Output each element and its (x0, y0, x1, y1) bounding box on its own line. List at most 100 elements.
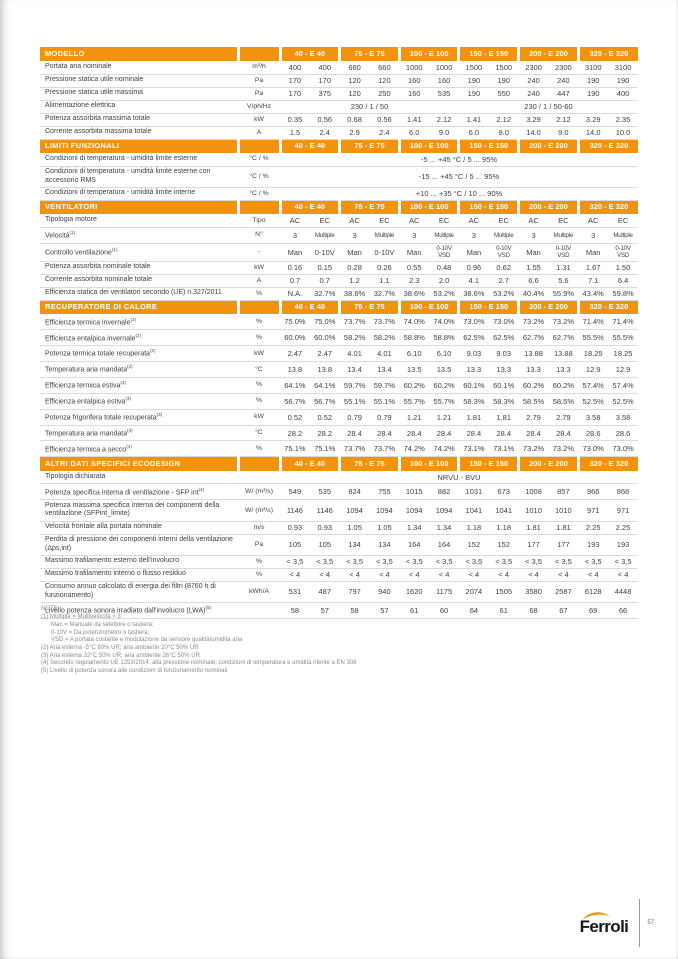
value-cell: 487 (309, 581, 340, 603)
value-cell: 240 (518, 74, 549, 88)
footnote-marker: (2) (130, 316, 136, 322)
note-line: (1) Multiple = Multivelocità > 3 (41, 614, 121, 621)
value-cell: 2.12 (488, 113, 519, 127)
table-row: Potenza specifica interna di ventilazion… (40, 483, 638, 501)
row-unit: W/ (m³/s) (238, 499, 280, 522)
value-cell: 2587 (548, 581, 579, 603)
row-unit: W/ (m³/s) (238, 483, 280, 501)
value-cell: 14.0 (578, 126, 609, 140)
value-cell: 0.35 (280, 113, 310, 127)
table-row: Perdita di pressione dei componenti inte… (40, 534, 638, 556)
value-cell: 9.0 (548, 126, 579, 140)
row-unit: °C / % (238, 187, 280, 201)
value-cell: 2.35 (608, 113, 638, 127)
value-cell: 6.4 (608, 274, 638, 288)
value-cell: 0.68 (339, 113, 370, 127)
model-column-header: 75 - E 75 (338, 47, 400, 61)
value-cell: 28.4 (429, 425, 459, 442)
value-cell: < 4 (488, 568, 519, 582)
value-cell: 1.34 (399, 521, 430, 535)
value-cell: 940 (369, 581, 400, 603)
value-cell: 58.3% (458, 393, 489, 410)
value-cell: 53.2% (429, 287, 459, 301)
value-cell: 9.03 (488, 345, 519, 362)
value-cell: 62.7% (518, 329, 549, 346)
value-cell: 6.0 (399, 126, 430, 140)
value-cell: 2.7 (488, 274, 519, 288)
value-cell: 28.4 (488, 425, 519, 442)
value-cell: 55.1% (339, 393, 370, 410)
value-cell: 73.7% (369, 314, 400, 331)
table-row: Efficienza termica a secco(4)% 75.1% 75.1%… (40, 440, 638, 458)
value-cell: 9.0 (488, 126, 519, 140)
value-cell: 73.7% (339, 440, 370, 458)
value-cell: Multiple (608, 227, 638, 244)
value-cell: 32.7% (309, 287, 340, 301)
value-cell: 164 (429, 534, 459, 556)
value-cell: < 4 (309, 568, 340, 582)
value-cell: 60.0% (309, 329, 340, 346)
value-cell: 190 (608, 74, 638, 88)
table-row: Massimo trafilamento esterno dell'involu… (40, 555, 638, 569)
row-unit: m/s (238, 521, 280, 535)
value-cell: EC (548, 214, 579, 228)
value-cell: 6.6 (518, 274, 549, 288)
value-cell: < 4 (369, 568, 400, 582)
value-cell: 55.5% (608, 329, 638, 346)
row-unit: kW (238, 261, 280, 275)
row-label: Condizioni di temperatura - umidità limi… (40, 166, 238, 188)
model-column-header: 75 - E 75 (338, 139, 400, 153)
spec-table: MODELLO 40 - E 40 75 - E 75 100 - E 100 150 … (40, 47, 638, 619)
value-cell: 60.2% (399, 377, 430, 394)
footnote-marker: (1) (69, 230, 76, 236)
row-unit: Pa (238, 534, 280, 556)
row-label: Efficienza termica a secco(4) (40, 440, 238, 458)
model-column-header: 40 - E 40 (278, 47, 340, 61)
value-cell: 0-10V (369, 243, 400, 262)
value-cell: AC (280, 214, 310, 228)
value-cell: 73.2% (548, 314, 579, 331)
footer-divider (639, 899, 641, 947)
spec-table-body: MODELLO 40 - E 40 75 - E 75 100 - E 100 150 … (40, 47, 638, 619)
value-cell: 1.18 (458, 521, 489, 535)
value-cell: 2.47 (280, 345, 310, 362)
value-cell: < 4 (458, 568, 489, 582)
value-cell: Man (518, 243, 549, 262)
value-cell: 40.4% (518, 287, 549, 301)
row-unit (238, 602, 280, 619)
value-cell: Multiple (548, 227, 579, 244)
value-cell: 2.3 (399, 274, 430, 288)
notes-section: NOTE: (1) Multiple = Multivelocità > 3 Ma… (41, 606, 357, 676)
value-cell: 13.4 (369, 361, 400, 378)
value-cell: 73.0% (608, 440, 638, 458)
row-unit: V/ph/Hz (238, 100, 280, 114)
section-unit-cell (236, 47, 280, 61)
note-line: (5) Livello di potenza sonora alle condi… (41, 668, 228, 675)
row-unit (238, 470, 280, 485)
value-cell: < 3,5 (429, 555, 459, 569)
value-cell: 240 (518, 87, 549, 101)
value-cell: 13.4 (339, 361, 370, 378)
value-cell: 1.55 (518, 261, 549, 275)
value-cell: 6.10 (429, 345, 459, 362)
value-cell: 971 (578, 499, 609, 522)
value-cell: 3.29 (518, 113, 549, 127)
value-cell: < 4 (548, 568, 579, 582)
value-cell: 56.7% (280, 393, 310, 410)
value-cell: 73.0% (458, 314, 489, 331)
row-label: Efficienza entalpica invernale(2) (40, 329, 238, 346)
value-cell: 52.5% (608, 393, 638, 410)
model-column-header: 320 - E 320 (576, 300, 638, 315)
value-cell: 73.2% (518, 440, 549, 458)
value-cell: 74.0% (399, 314, 430, 331)
table-row: Temperatura aria mandata(3) °C 28.2 28.2 28.… (40, 425, 638, 442)
value-cell: -5 ... +45 °C / 5 ... 95% (280, 153, 638, 167)
value-cell: 1010 (548, 499, 579, 522)
model-column-header: 320 - E 320 (576, 200, 638, 215)
value-cell: < 3,5 (488, 555, 519, 569)
value-cell: 0.62 (488, 261, 519, 275)
value-cell: < 4 (280, 568, 310, 582)
row-label: Potenza massima specifica interna dei co… (40, 499, 238, 522)
value-cell: 0-10V VSD (429, 243, 459, 262)
value-cell: 73.1% (488, 440, 519, 458)
